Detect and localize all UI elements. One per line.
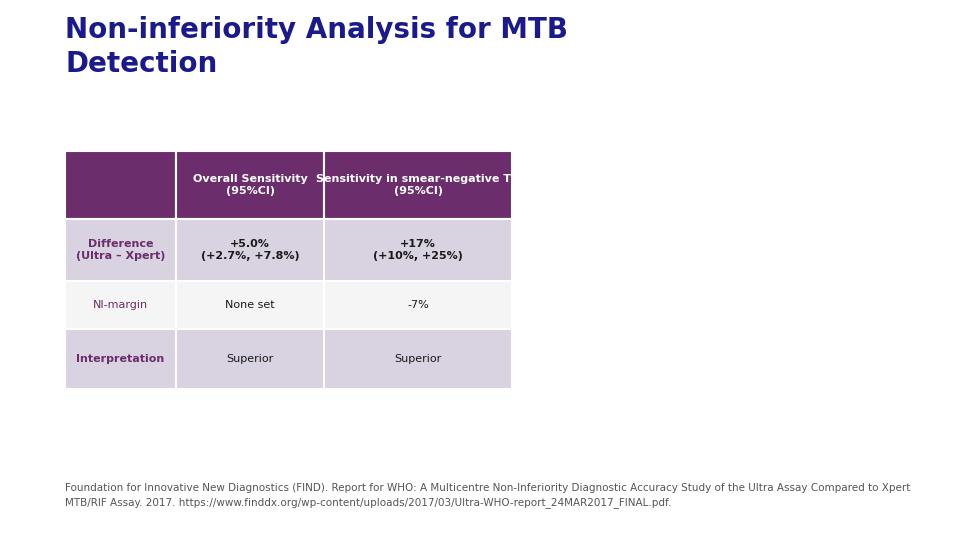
Text: +17%
(+10%, +25%): +17% (+10%, +25%) (373, 239, 463, 261)
Bar (176, 329, 324, 389)
Bar (65, 219, 176, 281)
Bar (65, 151, 176, 219)
Text: Interpretation: Interpretation (77, 354, 164, 364)
Text: -7%: -7% (407, 300, 429, 310)
Bar (65, 281, 176, 329)
Bar (324, 219, 512, 281)
Bar (324, 151, 512, 219)
Text: Superior: Superior (227, 354, 274, 364)
Text: Foundation for Innovative New Diagnostics (FIND). Report for WHO: A Multicentre : Foundation for Innovative New Diagnostic… (65, 483, 911, 508)
Text: +5.0%
(+2.7%, +7.8%): +5.0% (+2.7%, +7.8%) (201, 239, 300, 261)
Text: Overall Sensitivity
(95%CI): Overall Sensitivity (95%CI) (193, 174, 307, 195)
Bar (176, 281, 324, 329)
Text: Difference
(Ultra – Xpert): Difference (Ultra – Xpert) (76, 239, 165, 261)
Bar (176, 219, 324, 281)
Text: Non-inferiority Analysis for MTB
Detection: Non-inferiority Analysis for MTB Detecti… (65, 16, 568, 78)
Bar (324, 329, 512, 389)
Bar (324, 281, 512, 329)
Text: Superior: Superior (395, 354, 442, 364)
Text: None set: None set (226, 300, 275, 310)
Text: NI-margin: NI-margin (93, 300, 148, 310)
Bar (176, 151, 324, 219)
Bar (65, 329, 176, 389)
Text: Sensitivity in smear-negative TB
(95%CI): Sensitivity in smear-negative TB (95%CI) (317, 174, 519, 195)
